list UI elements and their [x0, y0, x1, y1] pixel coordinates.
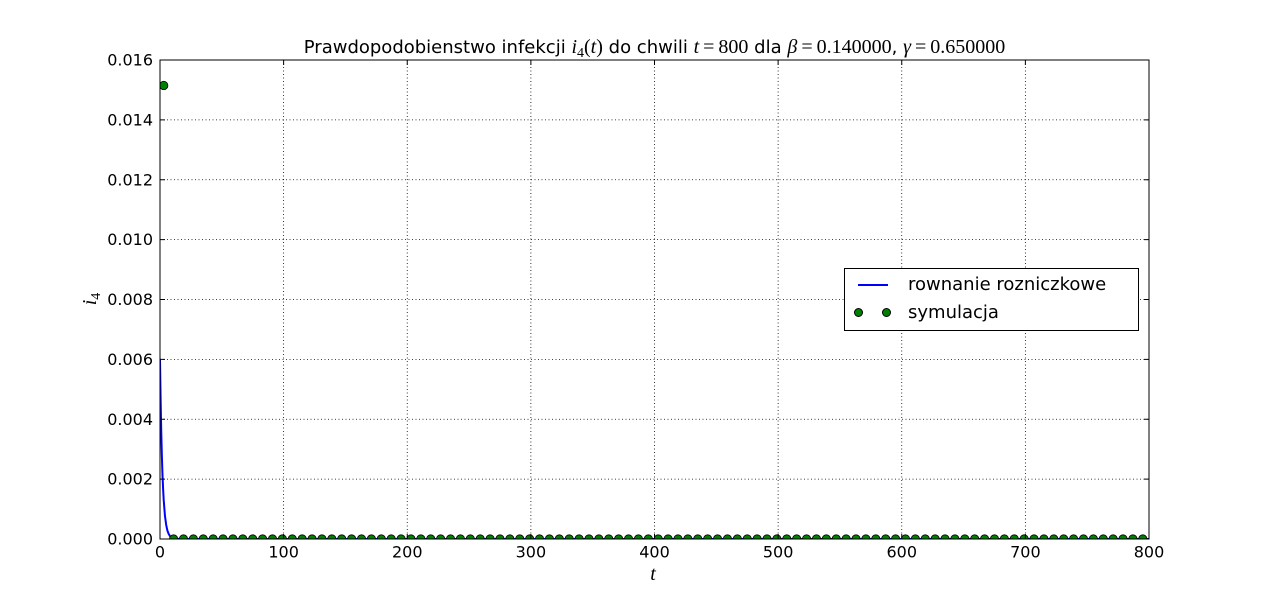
- chart-title: Prawdopodobienstwo infekcji i4(t) do chw…: [160, 33, 1149, 61]
- title-separator: ,: [891, 37, 898, 58]
- title-t-value: 800: [718, 36, 749, 58]
- legend-label-ode: rownanie rozniczkowe: [908, 274, 1107, 295]
- title-text-mid: do chwili: [608, 37, 688, 58]
- legend-line-sample: [858, 284, 888, 286]
- y-tick-label: 0.010: [107, 230, 153, 249]
- series-point-simulation: [160, 80, 169, 91]
- y-tick-label: 0.004: [107, 410, 153, 429]
- legend-marker-sample: [882, 308, 891, 317]
- y-tick-label: 0.012: [107, 170, 153, 189]
- title-text-dla: dla: [754, 37, 782, 58]
- title-equals-sign: =: [801, 36, 813, 58]
- title-symbol-beta: β: [787, 36, 798, 58]
- title-symbol-gamma: γ: [903, 36, 911, 58]
- axis-ticks: [159, 59, 1150, 540]
- title-text-lead: Prawdopodobienstwo infekcji: [303, 37, 566, 58]
- title-paren-close: ): [596, 36, 603, 58]
- x-tick-label: 600: [886, 543, 917, 562]
- y-tick-label: 0.006: [107, 350, 153, 369]
- x-tick-label: 700: [1010, 543, 1041, 562]
- title-math-beta: β = 0.140000: [787, 36, 892, 58]
- x-tick-label: 400: [639, 543, 670, 562]
- y-tick-label: 0.016: [107, 51, 153, 70]
- x-axis-label: t: [633, 562, 673, 586]
- y-axis-label-symbol: i: [79, 299, 101, 306]
- axis-tick-labels: 0 100 200 300 400 500 600 700 800 0.000 0.002 0.004…: [107, 51, 1164, 562]
- title-math-gamma: γ = 0.650000: [903, 36, 1006, 58]
- title-symbol-i: i: [571, 36, 577, 58]
- title-math-probability: i4(t): [571, 36, 603, 61]
- title-equals-sign: =: [914, 36, 927, 58]
- x-tick-label: 0: [155, 543, 165, 562]
- x-axis-label-symbol: t: [650, 563, 656, 585]
- x-tick-label: 200: [392, 543, 423, 562]
- title-math-time: t = 800: [693, 36, 749, 58]
- legend: rownanie rozniczkowe symulacja: [844, 268, 1139, 331]
- title-paren-open: (: [584, 36, 591, 58]
- title-equals-sign: =: [703, 36, 715, 58]
- title-beta-value: 0.140000: [816, 36, 892, 58]
- legend-label-simulation: symulacja: [908, 302, 999, 323]
- y-tick-label: 0.002: [107, 470, 153, 489]
- title-symbol-t-argument: t: [590, 36, 597, 58]
- x-tick-label: 100: [268, 543, 299, 562]
- x-tick-label: 300: [516, 543, 547, 562]
- title-subscript: 4: [577, 46, 584, 61]
- x-tick-label: 500: [763, 543, 794, 562]
- y-tick-label: 0.008: [107, 290, 153, 309]
- title-symbol-t: t: [693, 36, 700, 58]
- y-axis-label-subscript: 4: [89, 292, 104, 300]
- y-tick-label: 0.000: [107, 530, 153, 549]
- y-tick-label: 0.014: [107, 110, 153, 129]
- y-axis-label: i4: [78, 279, 104, 319]
- x-tick-label: 800: [1134, 543, 1165, 562]
- legend-marker-sample: [854, 308, 863, 317]
- title-gamma-value: 0.650000: [930, 36, 1006, 58]
